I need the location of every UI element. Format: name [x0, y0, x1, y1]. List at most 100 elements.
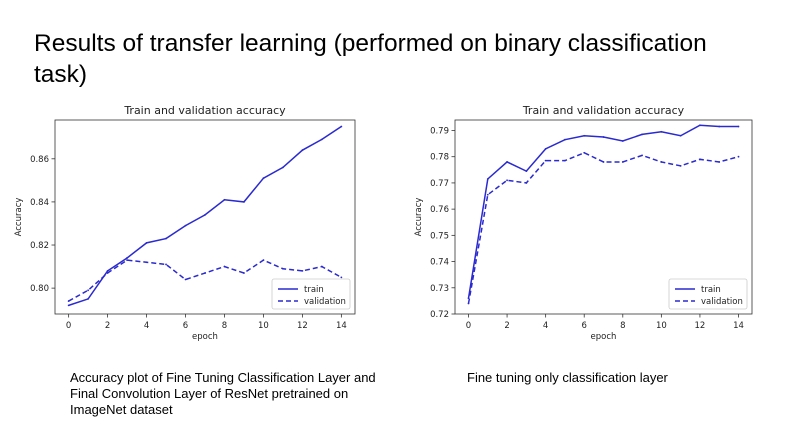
- x-tick-label: 2: [105, 321, 110, 331]
- data-point-validation: [165, 263, 167, 266]
- x-tick-label: 10: [656, 321, 667, 331]
- x-tick-label: 8: [222, 321, 227, 331]
- legend-label-validation: validation: [304, 297, 346, 307]
- y-tick-label: 0.79: [430, 126, 449, 136]
- data-point-validation: [486, 193, 489, 196]
- x-tick-label: 4: [144, 321, 149, 331]
- caption-left: Accuracy plot of Fine Tuning Classificat…: [70, 370, 376, 417]
- data-point-validation: [301, 269, 304, 272]
- x-tick-label: 2: [504, 321, 509, 331]
- data-point-train: [320, 138, 323, 141]
- data-point-train: [718, 125, 721, 128]
- plot-frame: [54, 119, 356, 315]
- data-point-validation: [204, 272, 206, 274]
- y-tick-label: 0.82: [30, 241, 49, 251]
- y-tick-label: 0.80: [30, 284, 49, 294]
- data-point-train: [486, 178, 489, 180]
- series-points-train: [467, 124, 740, 300]
- data-point-train: [282, 166, 284, 169]
- legend: train validation: [668, 278, 748, 310]
- legend-label-train: train: [701, 285, 721, 295]
- chart-left: Train and validation accuracy 0 2 4 6 8 10 12 14…: [0, 100, 360, 350]
- data-point-train: [737, 125, 740, 128]
- series-points-validation: [467, 151, 740, 305]
- y-axis-label: Accuracy: [14, 198, 24, 237]
- data-point-validation: [106, 272, 109, 274]
- data-point-train: [602, 136, 605, 138]
- series-points-train: [67, 125, 343, 307]
- data-point-train: [184, 224, 187, 227]
- chart-title: Train and validation accuracy: [522, 104, 685, 117]
- data-point-train: [301, 149, 304, 152]
- data-point-validation: [467, 302, 470, 305]
- x-tick-label: 12: [695, 321, 706, 331]
- x-axis-label: epoch: [591, 332, 617, 342]
- series-points-validation: [67, 259, 343, 302]
- x-tick-label: 12: [297, 321, 308, 331]
- data-point-train: [106, 269, 109, 272]
- data-point-validation: [679, 164, 682, 167]
- chart-right: Train and validation accuracy 0 2 4 6 8 10 12 14…: [400, 100, 793, 350]
- data-point-validation: [262, 259, 265, 262]
- x-tick-label: 10: [258, 321, 269, 331]
- slide-title: Results of transfer learning (performed …: [34, 30, 707, 88]
- y-axis-label: Accuracy: [414, 198, 424, 237]
- data-point-train: [506, 161, 508, 163]
- y-tick-label: 0.72: [430, 310, 449, 320]
- data-point-validation: [583, 151, 586, 154]
- data-point-validation: [340, 276, 343, 279]
- data-point-validation: [699, 158, 701, 161]
- y-tick-label: 0.73: [430, 284, 449, 294]
- data-point-validation: [67, 300, 70, 302]
- data-point-train: [165, 237, 167, 240]
- x-tick-label: 14: [336, 321, 347, 331]
- data-point-validation: [243, 272, 245, 274]
- data-point-validation: [602, 161, 605, 163]
- data-point-validation: [660, 161, 663, 163]
- data-point-train: [87, 298, 90, 300]
- x-tick-label: 6: [183, 321, 188, 331]
- data-point-validation: [506, 179, 508, 182]
- data-point-validation: [87, 289, 90, 292]
- y-tick-label: 0.84: [30, 198, 49, 208]
- data-point-train: [67, 304, 70, 307]
- data-point-validation: [544, 159, 547, 162]
- y-tick-label: 0.78: [430, 153, 449, 163]
- data-point-train: [699, 124, 701, 127]
- y-tick-label: 0.76: [430, 205, 449, 215]
- legend-box: [271, 278, 351, 310]
- data-point-validation: [184, 278, 187, 281]
- chart-left-svg: Train and validation accuracy 0 2 4 6 8 10 12 14…: [14, 104, 356, 342]
- data-point-validation: [223, 265, 226, 268]
- data-point-validation: [320, 265, 323, 268]
- data-point-train: [564, 138, 566, 141]
- data-point-train: [660, 130, 663, 133]
- data-point-train: [262, 177, 265, 180]
- data-point-train: [641, 133, 643, 136]
- legend-label-train: train: [304, 285, 324, 295]
- y-tick-label: 0.77: [430, 179, 449, 189]
- x-tick-label: 0: [466, 321, 471, 331]
- data-point-train: [145, 241, 148, 244]
- y-tick-label: 0.74: [430, 258, 449, 268]
- data-point-train: [223, 198, 226, 201]
- y-tick-label: 0.86: [30, 155, 49, 165]
- data-point-train: [679, 134, 682, 137]
- data-point-validation: [621, 161, 624, 163]
- series-line-train: [68, 125, 342, 307]
- data-point-train: [583, 134, 586, 137]
- data-point-validation: [641, 154, 643, 157]
- data-point-train: [126, 257, 128, 259]
- data-point-validation: [718, 161, 721, 163]
- x-tick-label: 4: [543, 321, 548, 331]
- data-point-validation: [282, 267, 284, 270]
- data-point-train: [544, 147, 547, 150]
- series-line-train: [467, 124, 739, 299]
- data-point-validation: [145, 261, 148, 264]
- data-point-train: [340, 125, 343, 128]
- data-point-validation: [525, 182, 528, 184]
- x-tick-label: 8: [620, 321, 625, 331]
- x-tick-label: 0: [66, 321, 71, 331]
- chart-title: Train and validation accuracy: [123, 104, 286, 117]
- data-point-validation: [564, 159, 566, 162]
